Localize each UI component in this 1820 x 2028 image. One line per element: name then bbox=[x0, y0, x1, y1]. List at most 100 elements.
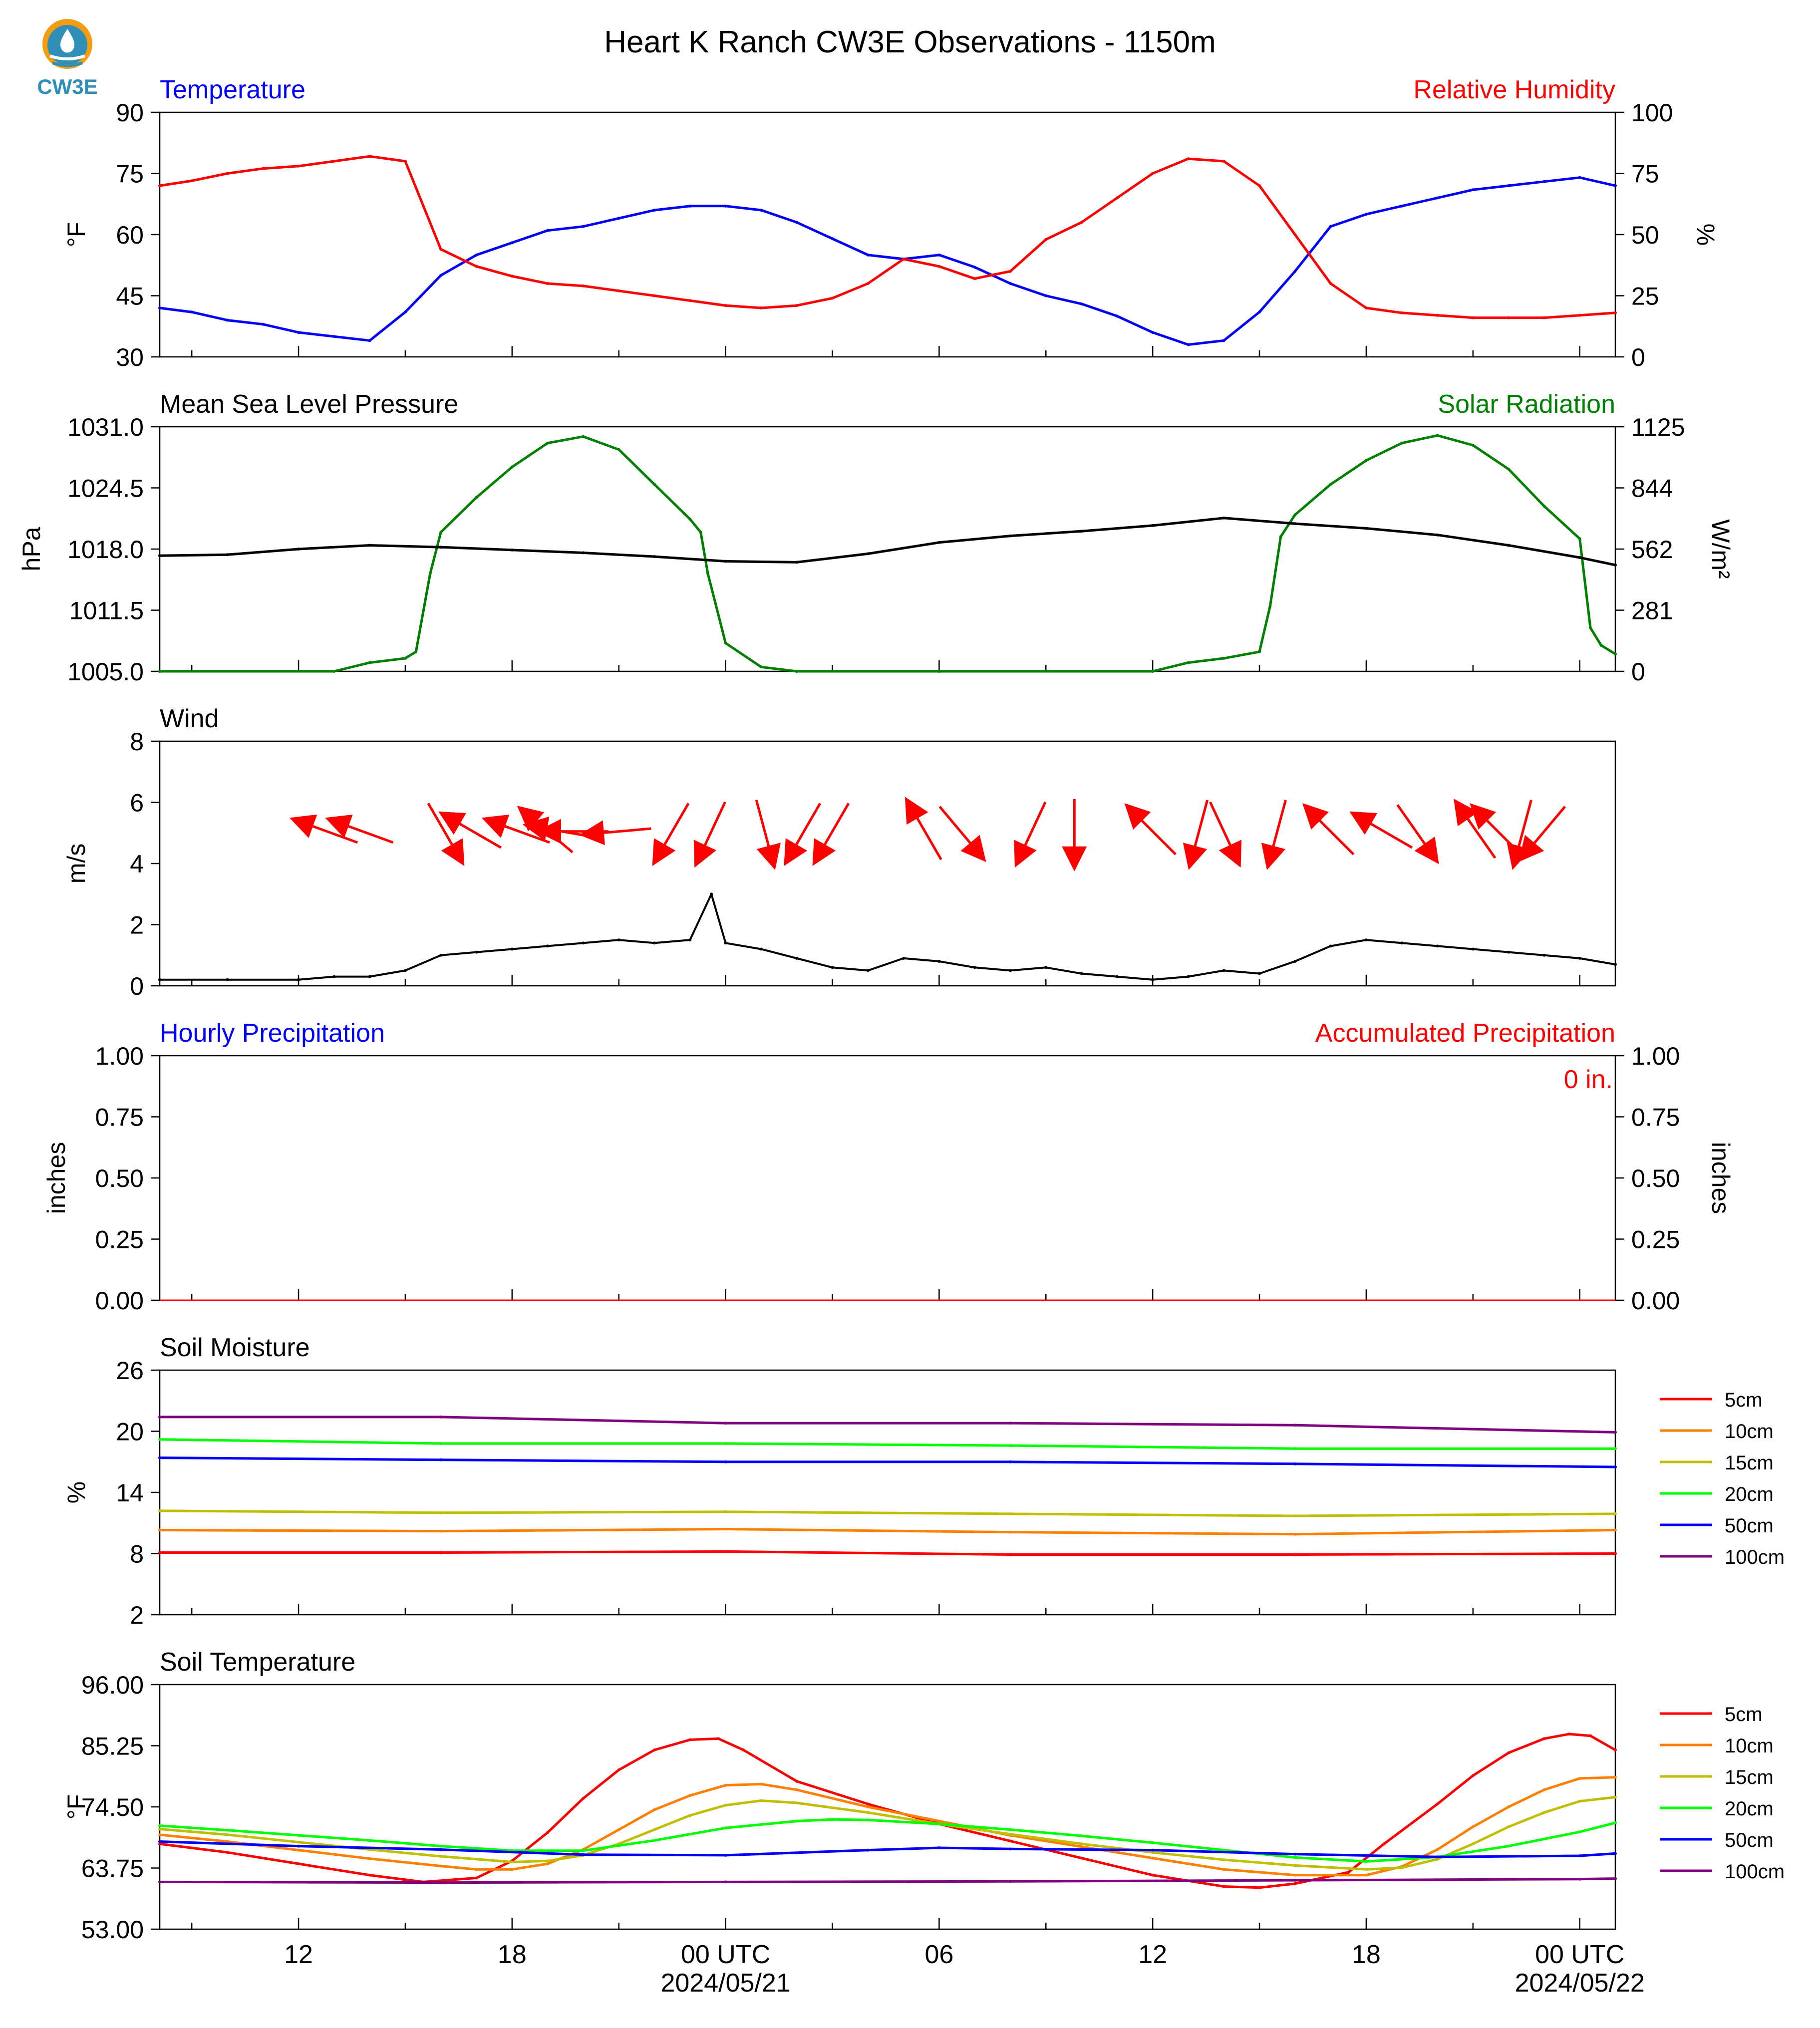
soil-10cm-point bbox=[1436, 1848, 1439, 1851]
humidity-point bbox=[403, 160, 407, 163]
soil-5cm-point bbox=[1614, 1552, 1617, 1555]
soil-10cm-point bbox=[1507, 1805, 1511, 1808]
humidity-point bbox=[1542, 316, 1546, 319]
humidity-point bbox=[226, 172, 229, 175]
soil-10cm-point bbox=[297, 1848, 301, 1852]
soil-20cm-point bbox=[1578, 1830, 1581, 1834]
soil-5cm-point bbox=[297, 1862, 301, 1865]
pressure-point bbox=[1364, 527, 1368, 530]
temperature-point bbox=[1222, 339, 1225, 342]
soil-10cm-point bbox=[158, 1528, 161, 1532]
wind-direction-arrow bbox=[1396, 804, 1439, 865]
solar-radiation-point bbox=[332, 670, 336, 673]
temperature-point bbox=[937, 253, 941, 257]
y-tick-label: 0.00 bbox=[95, 1287, 144, 1315]
wind-speed-point bbox=[226, 978, 229, 981]
soil-20cm-point bbox=[297, 1833, 301, 1837]
pressure-point bbox=[510, 548, 514, 552]
wind-speed-point bbox=[1151, 978, 1155, 981]
humidity-point bbox=[1329, 282, 1332, 285]
soil-50cm-point bbox=[937, 1846, 941, 1850]
pressure-point bbox=[368, 544, 371, 547]
soil-50cm-point bbox=[1614, 1465, 1617, 1468]
soil-line-50cm bbox=[159, 1456, 1616, 1468]
wind-direction-arrow bbox=[427, 803, 465, 866]
y-tick-label: 0 bbox=[130, 972, 144, 1000]
soil-line-50cm bbox=[159, 1840, 1616, 1858]
humidity-point bbox=[1578, 313, 1581, 317]
legend-label: 15cm bbox=[1725, 1452, 1774, 1474]
soil-5cm-point bbox=[1436, 1802, 1439, 1806]
soil-10cm-point bbox=[1364, 1873, 1368, 1877]
soil-15cm-point bbox=[226, 1833, 229, 1836]
wind-speed-point bbox=[332, 975, 336, 978]
pressure-point bbox=[1614, 564, 1617, 567]
wind-speed-point bbox=[1436, 944, 1439, 948]
humidity-point bbox=[510, 275, 514, 278]
wind-speed-point bbox=[1364, 938, 1368, 942]
wind-speed-point bbox=[759, 947, 763, 951]
wind-direction-arrow bbox=[481, 814, 551, 844]
temperature-point bbox=[1115, 314, 1119, 318]
temperature-point bbox=[1542, 180, 1546, 183]
solar-radiation-point bbox=[1578, 537, 1581, 541]
temperature-point bbox=[973, 266, 976, 269]
humidity-point bbox=[1044, 238, 1048, 241]
humidity-point bbox=[795, 304, 799, 307]
soil-15cm-point bbox=[1293, 1514, 1297, 1517]
y-tick-label: 0.50 bbox=[95, 1164, 144, 1192]
solar-radiation-point bbox=[1279, 535, 1282, 538]
soil-50cm-point bbox=[1436, 1855, 1439, 1859]
solar-radiation-point bbox=[1471, 444, 1475, 447]
solar-radiation-point bbox=[414, 650, 418, 653]
soil-20cm-point bbox=[1293, 1447, 1297, 1450]
wind-speed-point bbox=[1293, 960, 1297, 963]
humidity-point bbox=[759, 306, 763, 309]
y-tick-label: 1024.5 bbox=[67, 475, 144, 503]
solar-radiation-point bbox=[1589, 626, 1592, 629]
humidity-line bbox=[159, 155, 1616, 319]
y-tick-label: 6 bbox=[130, 789, 144, 817]
wind-speed-point bbox=[1008, 969, 1012, 972]
y-tick-label: 60 bbox=[116, 221, 144, 249]
soil-10cm-point bbox=[724, 1783, 727, 1787]
soil-15cm-point bbox=[795, 1801, 799, 1805]
wind-speed-point bbox=[617, 938, 620, 942]
soil-100cm-point bbox=[1293, 1424, 1297, 1427]
legend-label: 5cm bbox=[1725, 1704, 1763, 1726]
solar-radiation-line bbox=[160, 434, 1616, 673]
soil-15cm-point bbox=[866, 1811, 870, 1814]
soil-20cm-point bbox=[1614, 1447, 1617, 1450]
wind-speed-point bbox=[1400, 941, 1404, 945]
pressure-point bbox=[1436, 533, 1439, 537]
soil-100cm-point bbox=[1578, 1877, 1581, 1881]
soil-15cm-point bbox=[158, 1509, 161, 1512]
soil-50cm-point bbox=[724, 1460, 727, 1463]
x-tick-label: 12 bbox=[284, 1940, 313, 1969]
wind-speed-point bbox=[510, 947, 514, 951]
pressure-point bbox=[1008, 534, 1012, 538]
temperature-point bbox=[332, 335, 336, 338]
soil-line-5cm bbox=[160, 1550, 1616, 1556]
panel-title-left: Mean Sea Level Pressure bbox=[160, 390, 458, 419]
pressure-point bbox=[1293, 522, 1297, 526]
soil-15cm-point bbox=[1400, 1866, 1404, 1869]
humidity-point bbox=[1258, 184, 1261, 187]
temperature-point bbox=[368, 339, 371, 342]
legend-label: 15cm bbox=[1725, 1766, 1774, 1788]
panel-title-left: Hourly Precipitation bbox=[160, 1019, 385, 1048]
y-tick-label: 8 bbox=[130, 728, 144, 756]
soil-10cm-point bbox=[1578, 1777, 1581, 1780]
soil-10cm-point bbox=[226, 1840, 229, 1843]
panel-title-left: Temperature bbox=[160, 75, 305, 104]
y2-tick-label: 25 bbox=[1631, 283, 1659, 310]
y-tick-label: 26 bbox=[116, 1357, 144, 1385]
soil-line-10cm bbox=[159, 1528, 1616, 1536]
solar-radiation-point bbox=[1258, 650, 1261, 653]
solar-radiation-point bbox=[759, 665, 763, 669]
wind-direction-arrow bbox=[289, 814, 358, 844]
wind-direction-arrow bbox=[325, 814, 394, 844]
soil-5cm-point bbox=[439, 1551, 443, 1554]
temperature-point bbox=[688, 204, 692, 208]
